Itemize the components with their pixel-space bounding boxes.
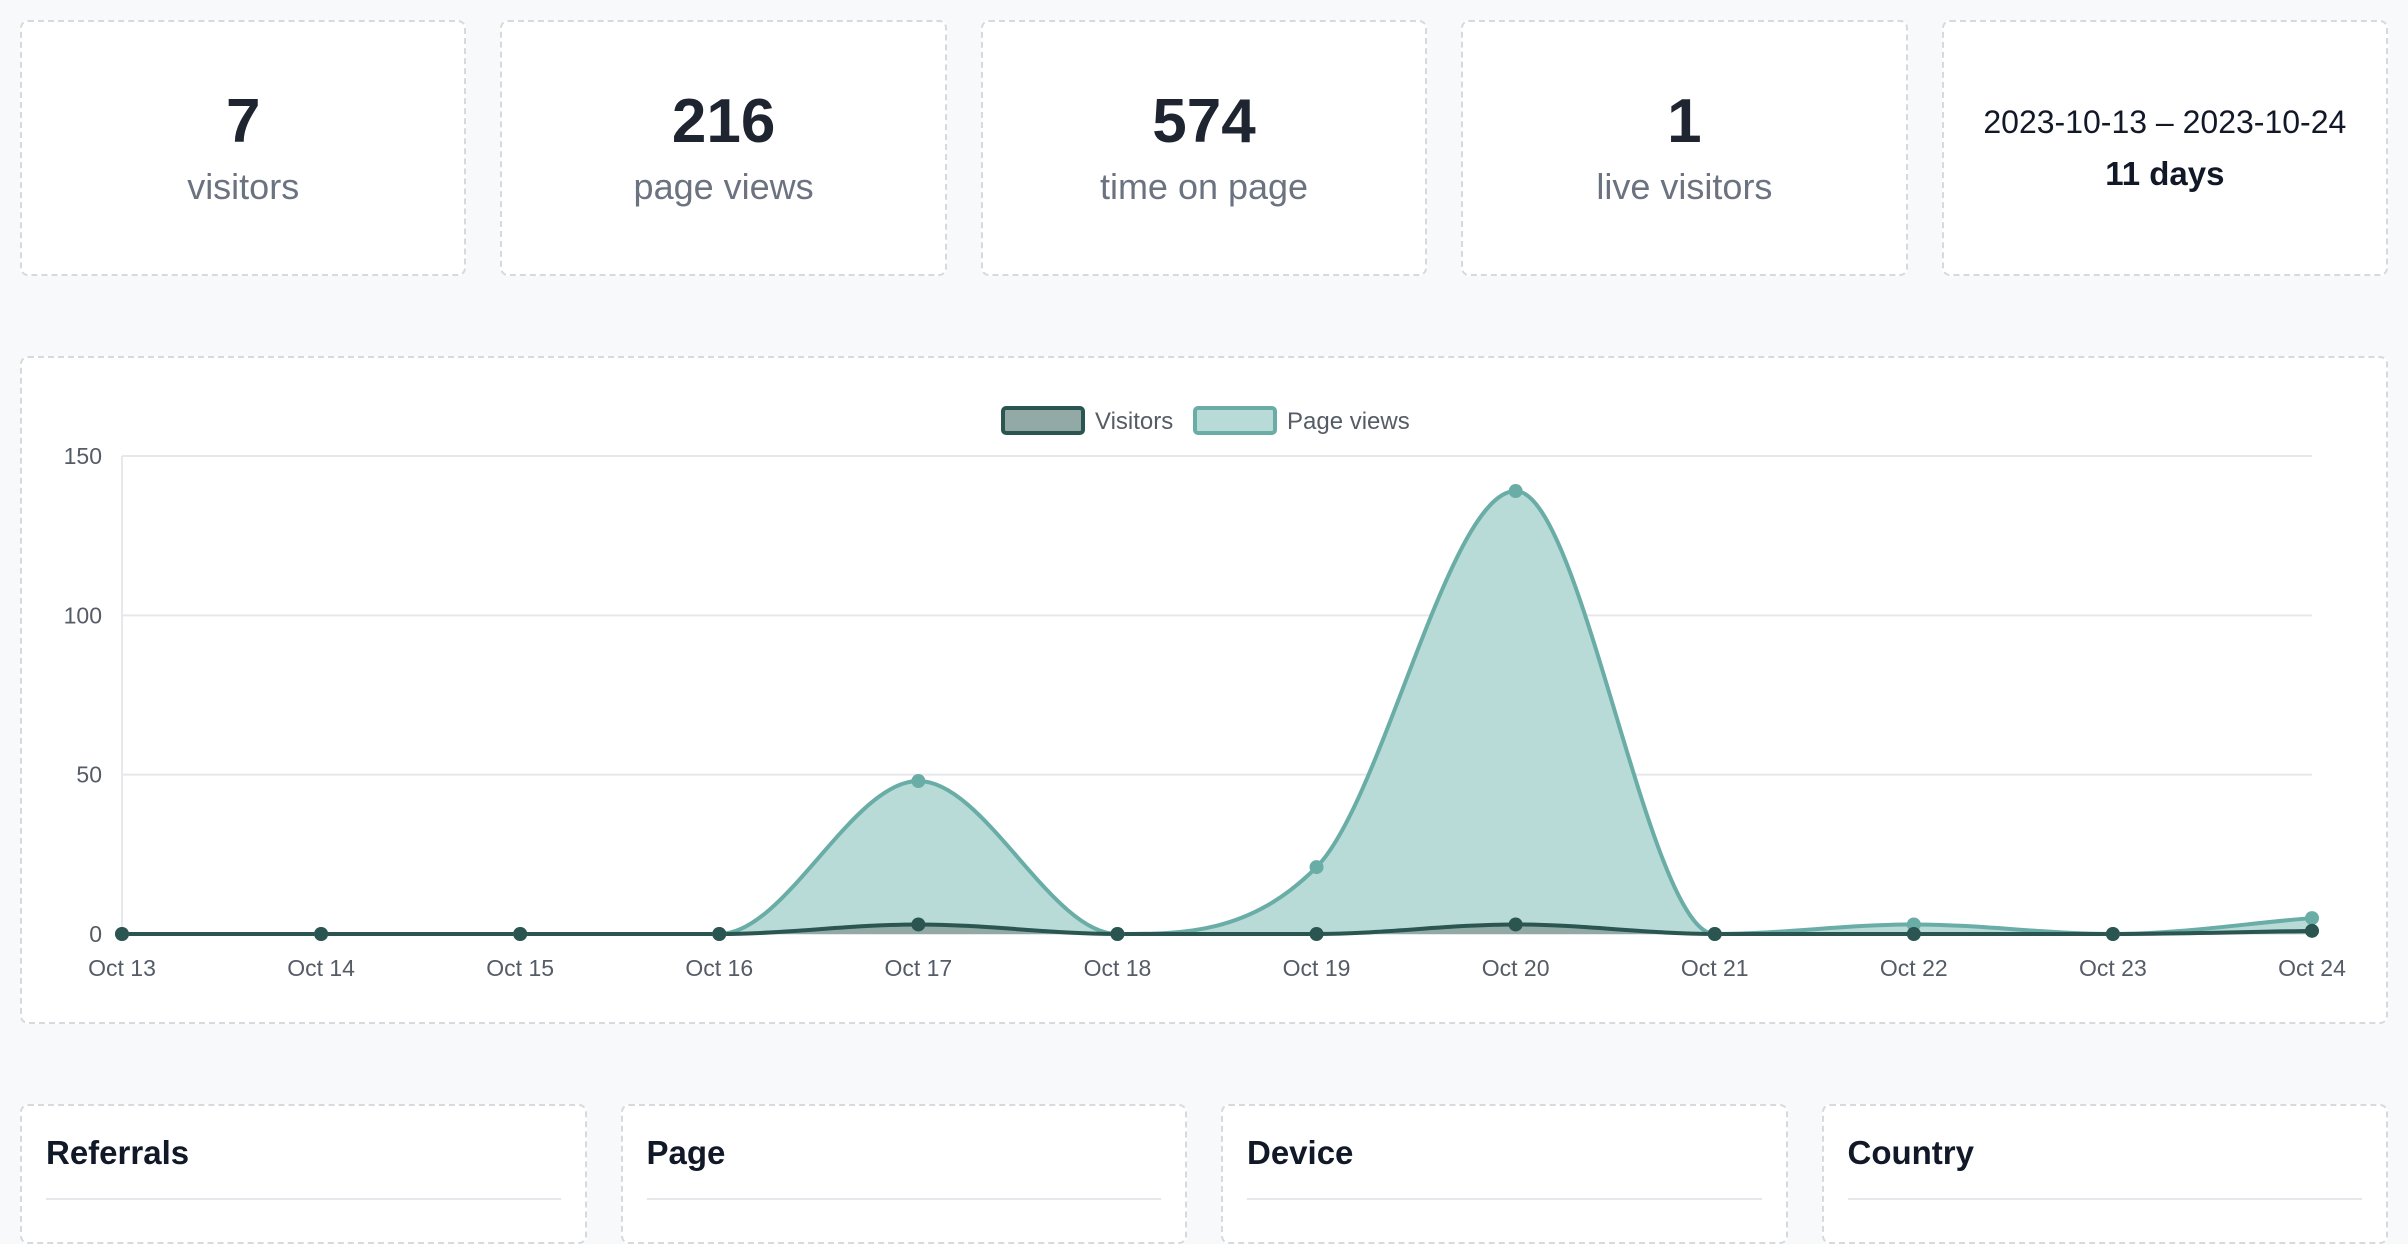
date-range-days: 11 days <box>2105 154 2225 192</box>
page-panel-title: Page <box>646 1134 1161 1200</box>
country-panel: Country <box>1821 1104 2388 1244</box>
device-panel: Device <box>1221 1104 1788 1244</box>
x-tick-label: Oct 13 <box>88 955 156 981</box>
visitors-point[interactable] <box>1508 917 1523 932</box>
visitors-point[interactable] <box>1110 927 1125 941</box>
legend-swatch-page-views[interactable] <box>1193 406 1277 435</box>
y-tick-label: 100 <box>64 602 102 628</box>
live-visitors-stat-card: 1 live visitors <box>1461 20 1908 276</box>
page-panel: Page <box>620 1104 1187 1244</box>
y-tick-label: 50 <box>76 762 102 788</box>
country-panel-title: Country <box>1847 1134 2362 1200</box>
y-tick-label: 0 <box>89 921 102 947</box>
x-tick-label: Oct 17 <box>884 955 952 981</box>
page-views-point[interactable] <box>2305 911 2319 926</box>
x-tick-label: Oct 24 <box>2278 955 2346 981</box>
legend-label-visitors[interactable]: Visitors <box>1095 408 1173 435</box>
visitors-stat-card: 7 visitors <box>20 20 467 276</box>
visitors-point[interactable] <box>115 927 129 941</box>
date-range-text: 2023-10-13 – 2023-10-24 <box>1983 103 2347 140</box>
y-tick-label: 150 <box>64 443 102 469</box>
page-views-point[interactable] <box>1309 860 1324 875</box>
x-tick-label: Oct 20 <box>1482 955 1550 981</box>
x-axis-ticks: Oct 13 Oct 14 Oct 15 Oct 16 Oct 17 Oct 18 Oct … <box>88 955 2346 981</box>
time-on-page-stat-card: 574 time on page <box>980 20 1428 276</box>
page-views-area <box>122 491 2312 934</box>
traffic-chart-card: 0 50 100 150 Oct 13 Oct 14 Oct 15 Oct 16 Oct 17… <box>20 356 2388 1024</box>
legend-swatch-visitors[interactable] <box>1001 406 1085 435</box>
page-views-line <box>122 489 2313 937</box>
legend-label-page-views[interactable]: Page views <box>1287 408 1410 435</box>
x-tick-label: Oct 15 <box>486 955 554 981</box>
chart-points <box>115 484 2319 941</box>
visitors-line <box>122 922 2313 937</box>
visitors-point[interactable] <box>1906 927 1921 941</box>
visitors-point[interactable] <box>2305 923 2319 938</box>
visitors-count: 7 <box>225 86 261 156</box>
live-visitors-label: live visitors <box>1596 166 1773 208</box>
visitors-point[interactable] <box>712 927 727 941</box>
x-tick-label: Oct 16 <box>685 955 753 981</box>
visitors-point[interactable] <box>2105 927 2120 941</box>
time-on-page-label: time on page <box>1099 166 1309 208</box>
stats-row: 7 visitors 216 page views 574 time on pa… <box>20 20 2389 276</box>
visitors-point[interactable] <box>513 927 528 941</box>
visitors-point[interactable] <box>911 917 926 932</box>
referrals-panel: Referrals <box>20 1104 587 1244</box>
date-range-card[interactable]: 2023-10-13 – 2023-10-24 11 days <box>1941 20 2389 276</box>
device-panel-title: Device <box>1247 1134 1762 1200</box>
traffic-chart: 0 50 100 150 Oct 13 Oct 14 Oct 15 Oct 16 Oct 17… <box>64 406 2346 981</box>
visitors-point[interactable] <box>1707 927 1722 941</box>
chart-grid <box>121 455 2312 935</box>
x-tick-label: Oct 22 <box>1880 955 1948 981</box>
y-axis-ticks: 0 50 100 150 <box>64 443 102 947</box>
x-tick-label: Oct 23 <box>2079 955 2147 981</box>
visitors-point[interactable] <box>314 927 329 941</box>
live-visitors-count: 1 <box>1667 86 1702 156</box>
visitors-label: visitors <box>187 166 300 208</box>
breakdown-panels: Referrals Page Device Country <box>20 1104 2388 1244</box>
visitors-point[interactable] <box>1309 927 1324 941</box>
chart-areas <box>122 489 2313 937</box>
time-on-page-value: 574 <box>1152 86 1256 156</box>
page-views-stat-card: 216 page views <box>500 20 947 276</box>
x-tick-label: Oct 21 <box>1681 955 1749 981</box>
page-views-point[interactable] <box>911 774 926 789</box>
chart-legend[interactable]: Visitors Page views <box>1001 406 1410 435</box>
x-tick-label: Oct 14 <box>287 955 355 981</box>
page-views-count: 216 <box>671 86 776 156</box>
x-tick-label: Oct 18 <box>1084 955 1152 981</box>
page-views-point[interactable] <box>1508 484 1523 499</box>
referrals-panel-title: Referrals <box>46 1134 561 1200</box>
x-tick-label: Oct 19 <box>1283 955 1351 981</box>
page-views-label: page views <box>633 166 814 208</box>
